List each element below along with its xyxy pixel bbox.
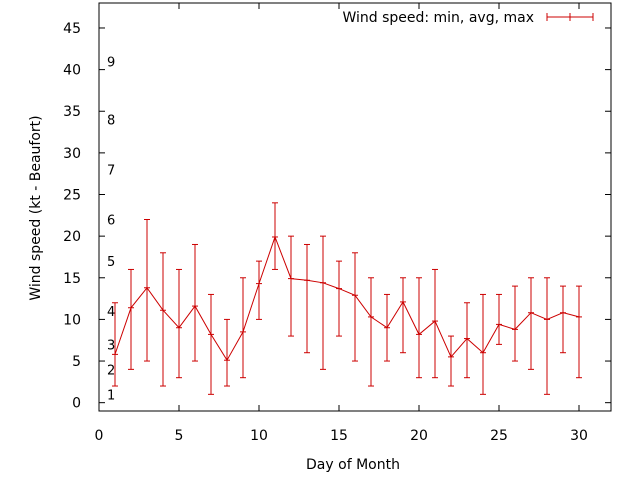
x-tick-label: 10 (250, 428, 268, 444)
plot-frame (98, 2, 612, 412)
legend-entry-label: Wind speed: min, avg, max (342, 10, 534, 26)
x-tick-label: 5 (175, 428, 184, 444)
y-tick-label: 10 (63, 312, 81, 328)
y-tick-label: 45 (63, 21, 81, 37)
y-tick-label: 0 (72, 396, 81, 412)
beaufort-label: 9 (107, 55, 115, 70)
beaufort-label: 4 (107, 305, 115, 320)
y-tick-label: 15 (63, 271, 81, 287)
beaufort-label: 7 (107, 164, 115, 179)
y-tick-label: 35 (63, 104, 81, 120)
y-tick-label: 40 (63, 63, 81, 79)
y-axis-title: Wind speed (kt - Beaufort) (28, 115, 44, 300)
beaufort-label: 5 (107, 255, 115, 270)
beaufort-label: 2 (107, 363, 115, 378)
y-tick-label: 30 (63, 146, 81, 162)
x-axis-title: Day of Month (306, 457, 400, 473)
beaufort-label: 1 (107, 388, 115, 403)
y-tick-label: 5 (72, 354, 81, 370)
x-tick-label: 30 (570, 428, 588, 444)
x-tick-label: 0 (95, 428, 104, 444)
y-tick-label: 20 (63, 229, 81, 245)
y-tick-label: 25 (63, 188, 81, 204)
series-avg-line (114, 235, 580, 362)
beaufort-label: 6 (107, 213, 115, 228)
beaufort-label: 3 (107, 338, 115, 353)
beaufort-label: 8 (107, 114, 115, 129)
x-tick-label: 25 (490, 428, 508, 444)
x-tick-label: 20 (410, 428, 428, 444)
x-tick-label: 15 (330, 428, 348, 444)
